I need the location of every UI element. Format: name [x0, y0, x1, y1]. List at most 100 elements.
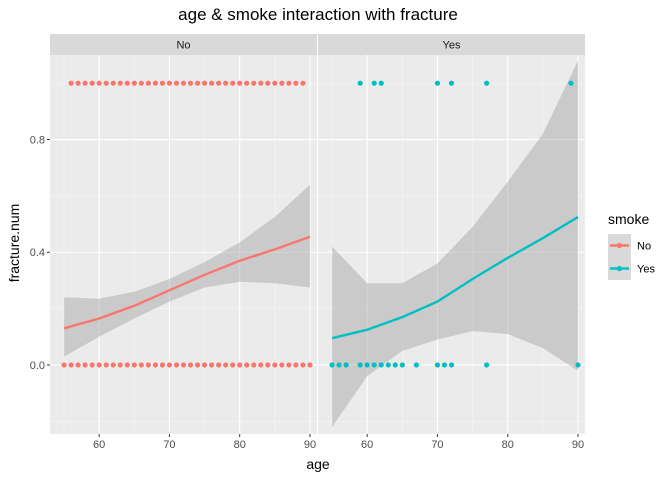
data-point [82, 362, 88, 368]
data-point [385, 362, 391, 368]
legend: smoke No Yes [608, 211, 655, 280]
data-point [371, 80, 377, 86]
confidence-band [332, 60, 578, 427]
data-point [575, 362, 581, 368]
data-point [152, 80, 158, 86]
data-point [145, 80, 151, 86]
data-point [194, 362, 201, 368]
strip-label: Yes [443, 40, 461, 52]
y-tick-label: 0.4 [30, 247, 45, 259]
data-point [329, 362, 335, 368]
data-point [251, 362, 257, 368]
data-point [201, 80, 208, 86]
strip-label: No [176, 40, 190, 52]
data-point [131, 362, 137, 368]
data-point [413, 362, 419, 368]
data-point [152, 362, 158, 368]
data-point [343, 362, 349, 368]
data-point [336, 362, 342, 368]
data-point [237, 362, 243, 368]
data-point [568, 80, 574, 86]
y-tick-label: 0.0 [30, 360, 45, 372]
data-point [61, 362, 67, 368]
x-tick-label: 60 [361, 439, 373, 451]
data-point [265, 362, 271, 368]
data-point [300, 80, 306, 86]
data-point [279, 362, 285, 368]
data-point [96, 362, 102, 368]
data-point [434, 362, 441, 368]
data-point [223, 362, 229, 368]
strip-background [50, 34, 317, 55]
data-point [209, 362, 215, 368]
x-tick-label: 60 [93, 439, 105, 451]
data-point [103, 362, 109, 368]
data-point [89, 362, 95, 368]
data-point [68, 80, 74, 86]
data-point [216, 362, 222, 368]
data-point [180, 362, 187, 368]
panel-background [318, 55, 585, 434]
data-point [75, 80, 81, 86]
panel-no: No [50, 34, 317, 434]
data-point [89, 80, 95, 86]
data-point [159, 80, 166, 86]
legend-title: smoke [608, 211, 649, 227]
data-point [357, 80, 363, 86]
data-point [272, 80, 278, 86]
data-point [230, 362, 236, 368]
x-axis-title: age [306, 456, 330, 472]
data-point [258, 80, 264, 86]
data-point [194, 80, 201, 86]
y-axis-title: fracture.num [6, 204, 22, 283]
data-point [293, 80, 299, 86]
x-axis: 60 70 80 90 60 70 80 90 [93, 434, 584, 451]
legend-label-yes: Yes [637, 264, 655, 276]
data-point [279, 80, 285, 86]
x-tick-label: 70 [163, 439, 175, 451]
data-point [244, 362, 250, 368]
data-point [166, 362, 173, 368]
data-point [434, 80, 441, 86]
data-point [110, 80, 116, 86]
x-tick-label: 80 [502, 439, 514, 451]
data-point [145, 362, 151, 368]
confidence-band [64, 184, 310, 357]
data-point [131, 80, 137, 86]
data-point [258, 362, 264, 368]
data-point [237, 80, 243, 86]
data-point [124, 362, 130, 368]
panel-yes: Yes [318, 34, 585, 434]
x-tick-label: 90 [304, 439, 316, 451]
y-tick-label: 0.8 [30, 135, 45, 147]
data-point [364, 362, 370, 368]
data-point [484, 362, 490, 368]
data-point [159, 362, 166, 368]
data-point [124, 80, 130, 86]
data-point [223, 80, 229, 86]
data-point [265, 80, 271, 86]
data-point [117, 80, 123, 86]
data-point [448, 362, 455, 368]
data-point [173, 80, 180, 86]
smooth-line [331, 215, 579, 340]
panels: No Yes [50, 34, 585, 434]
chart-title: age & smoke interaction with fracture [178, 5, 458, 24]
data-point [216, 80, 222, 86]
legend-label-no: No [637, 241, 651, 253]
data-point [378, 362, 384, 368]
x-tick-label: 70 [431, 439, 443, 451]
legend-point [616, 242, 623, 249]
y-axis: 0.0 0.4 0.8 [30, 135, 50, 372]
data-point [272, 362, 278, 368]
data-point [187, 80, 194, 86]
data-point [251, 80, 257, 86]
data-point [166, 80, 173, 86]
data-point [371, 362, 377, 368]
data-point [399, 362, 405, 368]
data-point [82, 80, 88, 86]
x-tick-label: 80 [234, 439, 246, 451]
data-point [484, 80, 490, 86]
data-point [441, 362, 448, 368]
